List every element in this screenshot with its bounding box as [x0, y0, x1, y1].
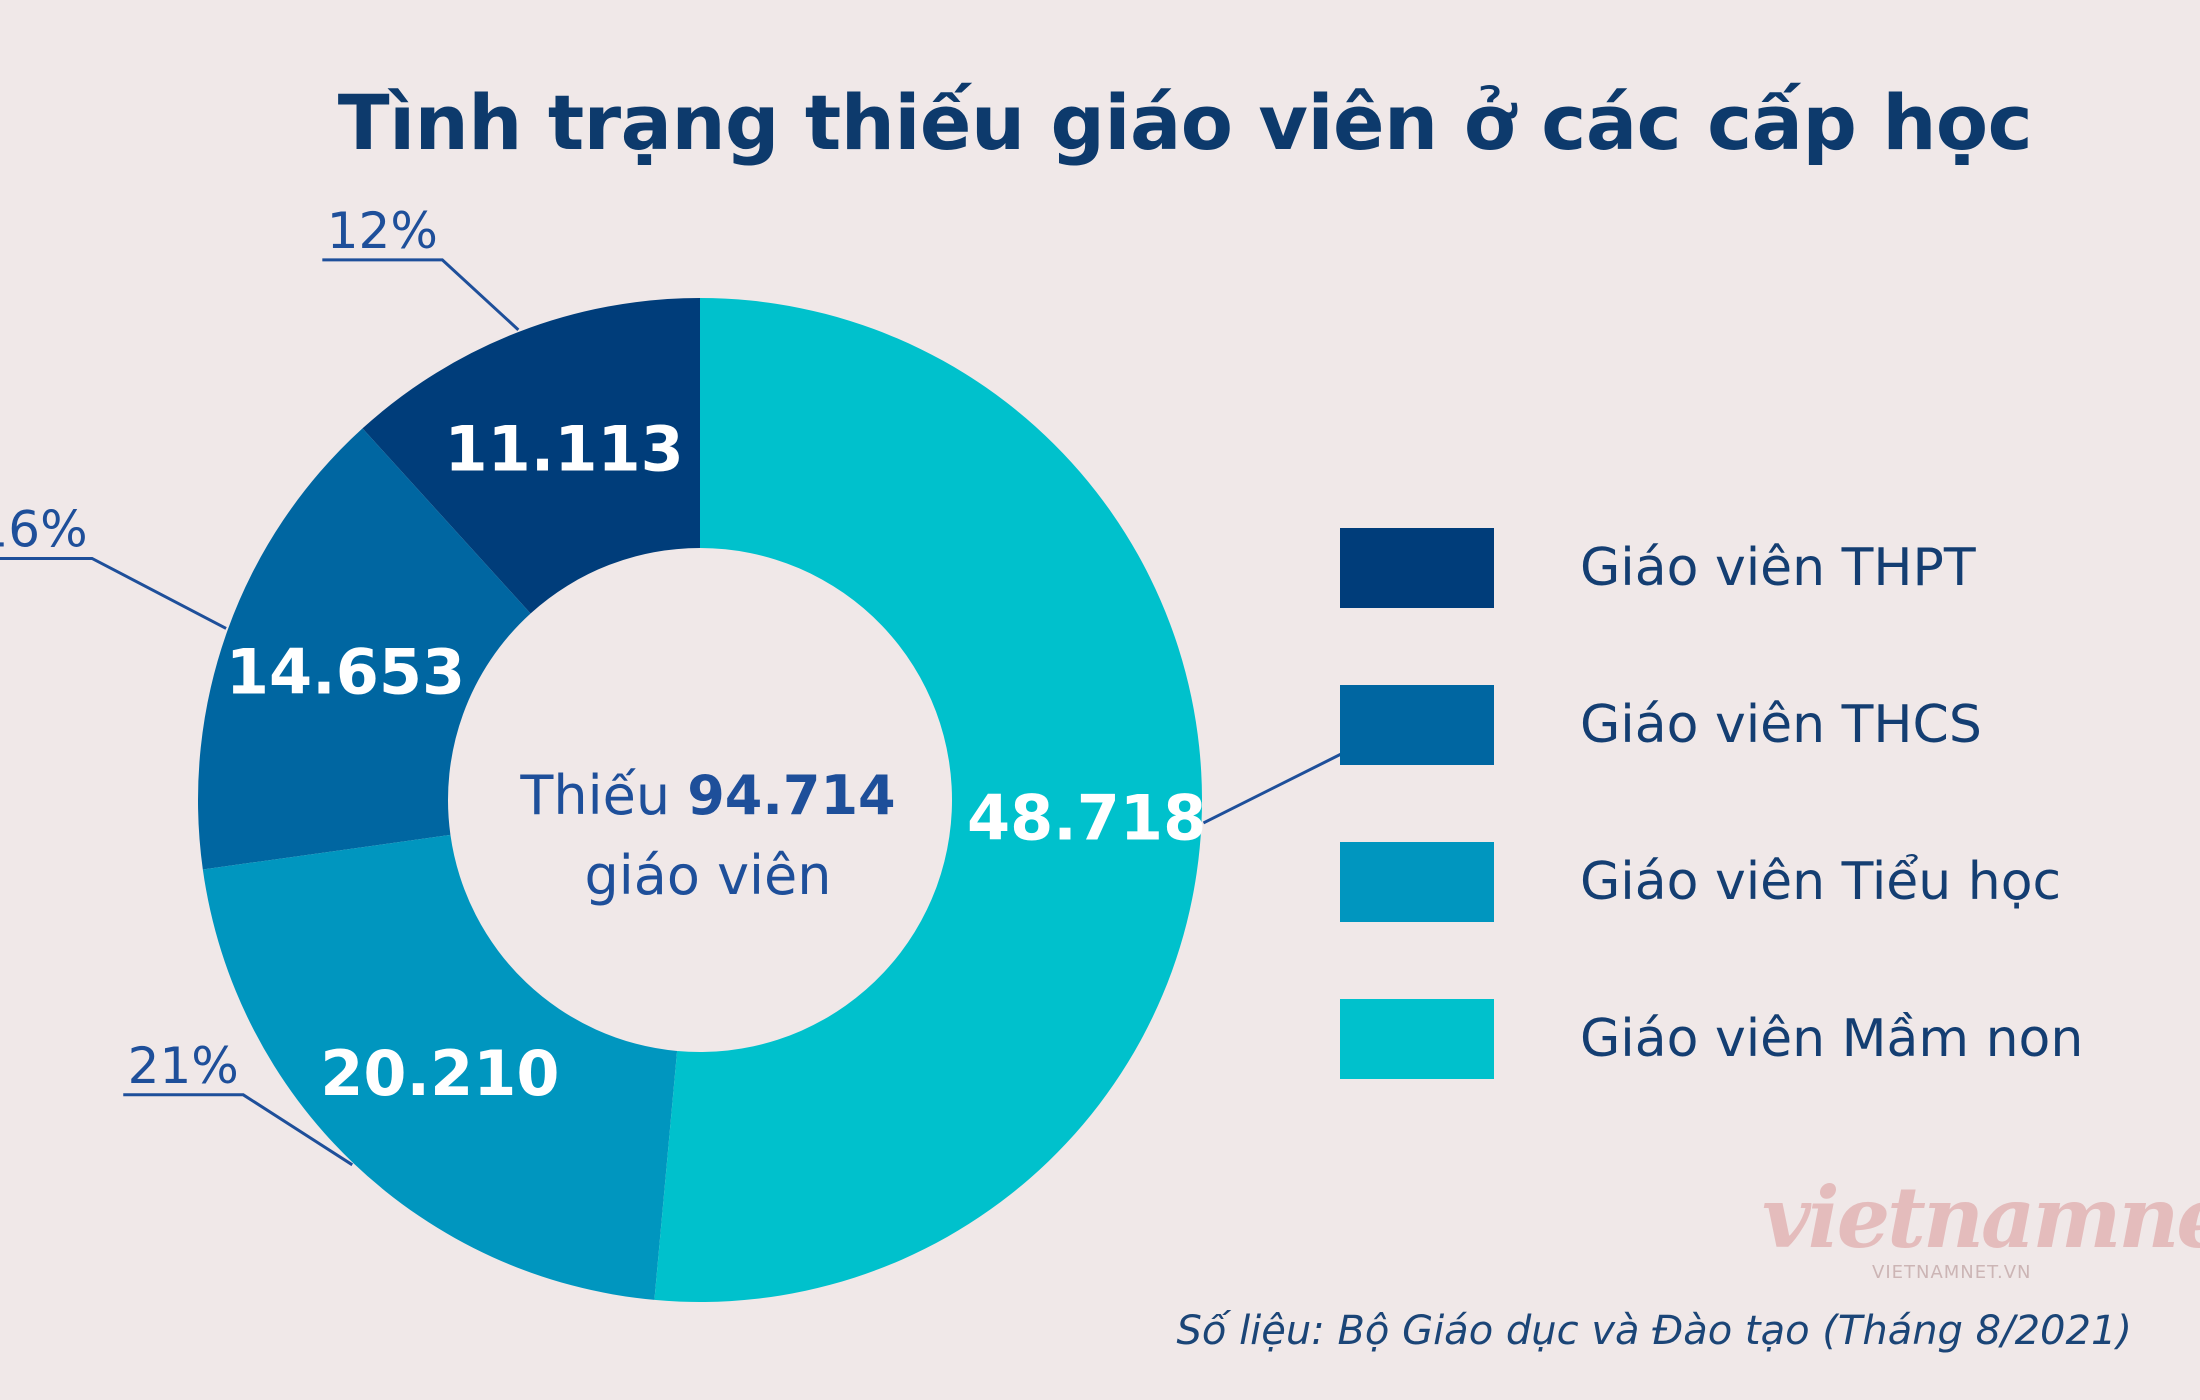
legend-item-giao-vien-mam-non: Giáo viên Mầm non	[1340, 999, 2160, 1079]
legend-swatch	[1340, 842, 1494, 922]
legend-swatch	[1340, 528, 1494, 608]
legend-item-giao-vien-thcs: Giáo viên THCS	[1340, 685, 2160, 765]
percent-label-giao-vien-thpt: 12%	[327, 202, 438, 260]
chart-title: Tình trạng thiếu giáo viên ở các cấp học	[337, 78, 2033, 167]
center-suffix: giáo viên	[585, 844, 832, 907]
legend-swatch	[1340, 685, 1494, 765]
legend-item-giao-vien-thpt: Giáo viên THPT	[1340, 528, 2160, 608]
watermark-logo: vietnamnet	[1762, 1168, 2200, 1267]
legend-label: Giáo viên Tiểu học	[1580, 852, 2062, 912]
slice-giao-vien-thpt	[362, 298, 700, 614]
value-label-giao-vien-tieu-hoc: 20.210	[320, 1037, 559, 1110]
slice-giao-vien-mam-non	[654, 298, 1203, 1303]
leader-line-giao-vien-tieu-hoc	[123, 1093, 354, 1167]
percent-label-giao-vien-thcs: 16%	[0, 500, 88, 558]
leader-line-giao-vien-thpt	[322, 258, 520, 331]
leader-line-giao-vien-thcs	[0, 556, 227, 630]
value-label-giao-vien-thcs: 14.653	[226, 636, 465, 709]
center-prefix: Thiếu	[519, 764, 687, 827]
legend-swatch	[1340, 999, 1494, 1079]
slice-giao-vien-thcs	[197, 428, 531, 870]
legend-label: Giáo viên Mầm non	[1580, 1009, 2084, 1069]
center-total-line: Thiếu 94.714	[519, 764, 895, 827]
value-label-giao-vien-mam-non: 48.718	[967, 782, 1206, 855]
legend-label: Giáo viên THPT	[1580, 538, 1976, 598]
value-label-giao-vien-thpt: 11.113	[444, 412, 683, 485]
legend-label: Giáo viên THCS	[1580, 695, 1982, 755]
center-total: 94.714	[687, 764, 895, 827]
watermark-url: VIETNAMNET.VN	[1872, 1262, 2032, 1283]
percent-label-giao-vien-tieu-hoc: 21%	[128, 1037, 239, 1095]
legend-item-giao-vien-tieu-hoc: Giáo viên Tiểu học	[1340, 842, 2160, 922]
slice-giao-vien-tieu-hoc	[202, 834, 678, 1300]
source-note: Số liệu: Bộ Giáo dục và Đào tạo (Tháng 8…	[1176, 1308, 2132, 1354]
